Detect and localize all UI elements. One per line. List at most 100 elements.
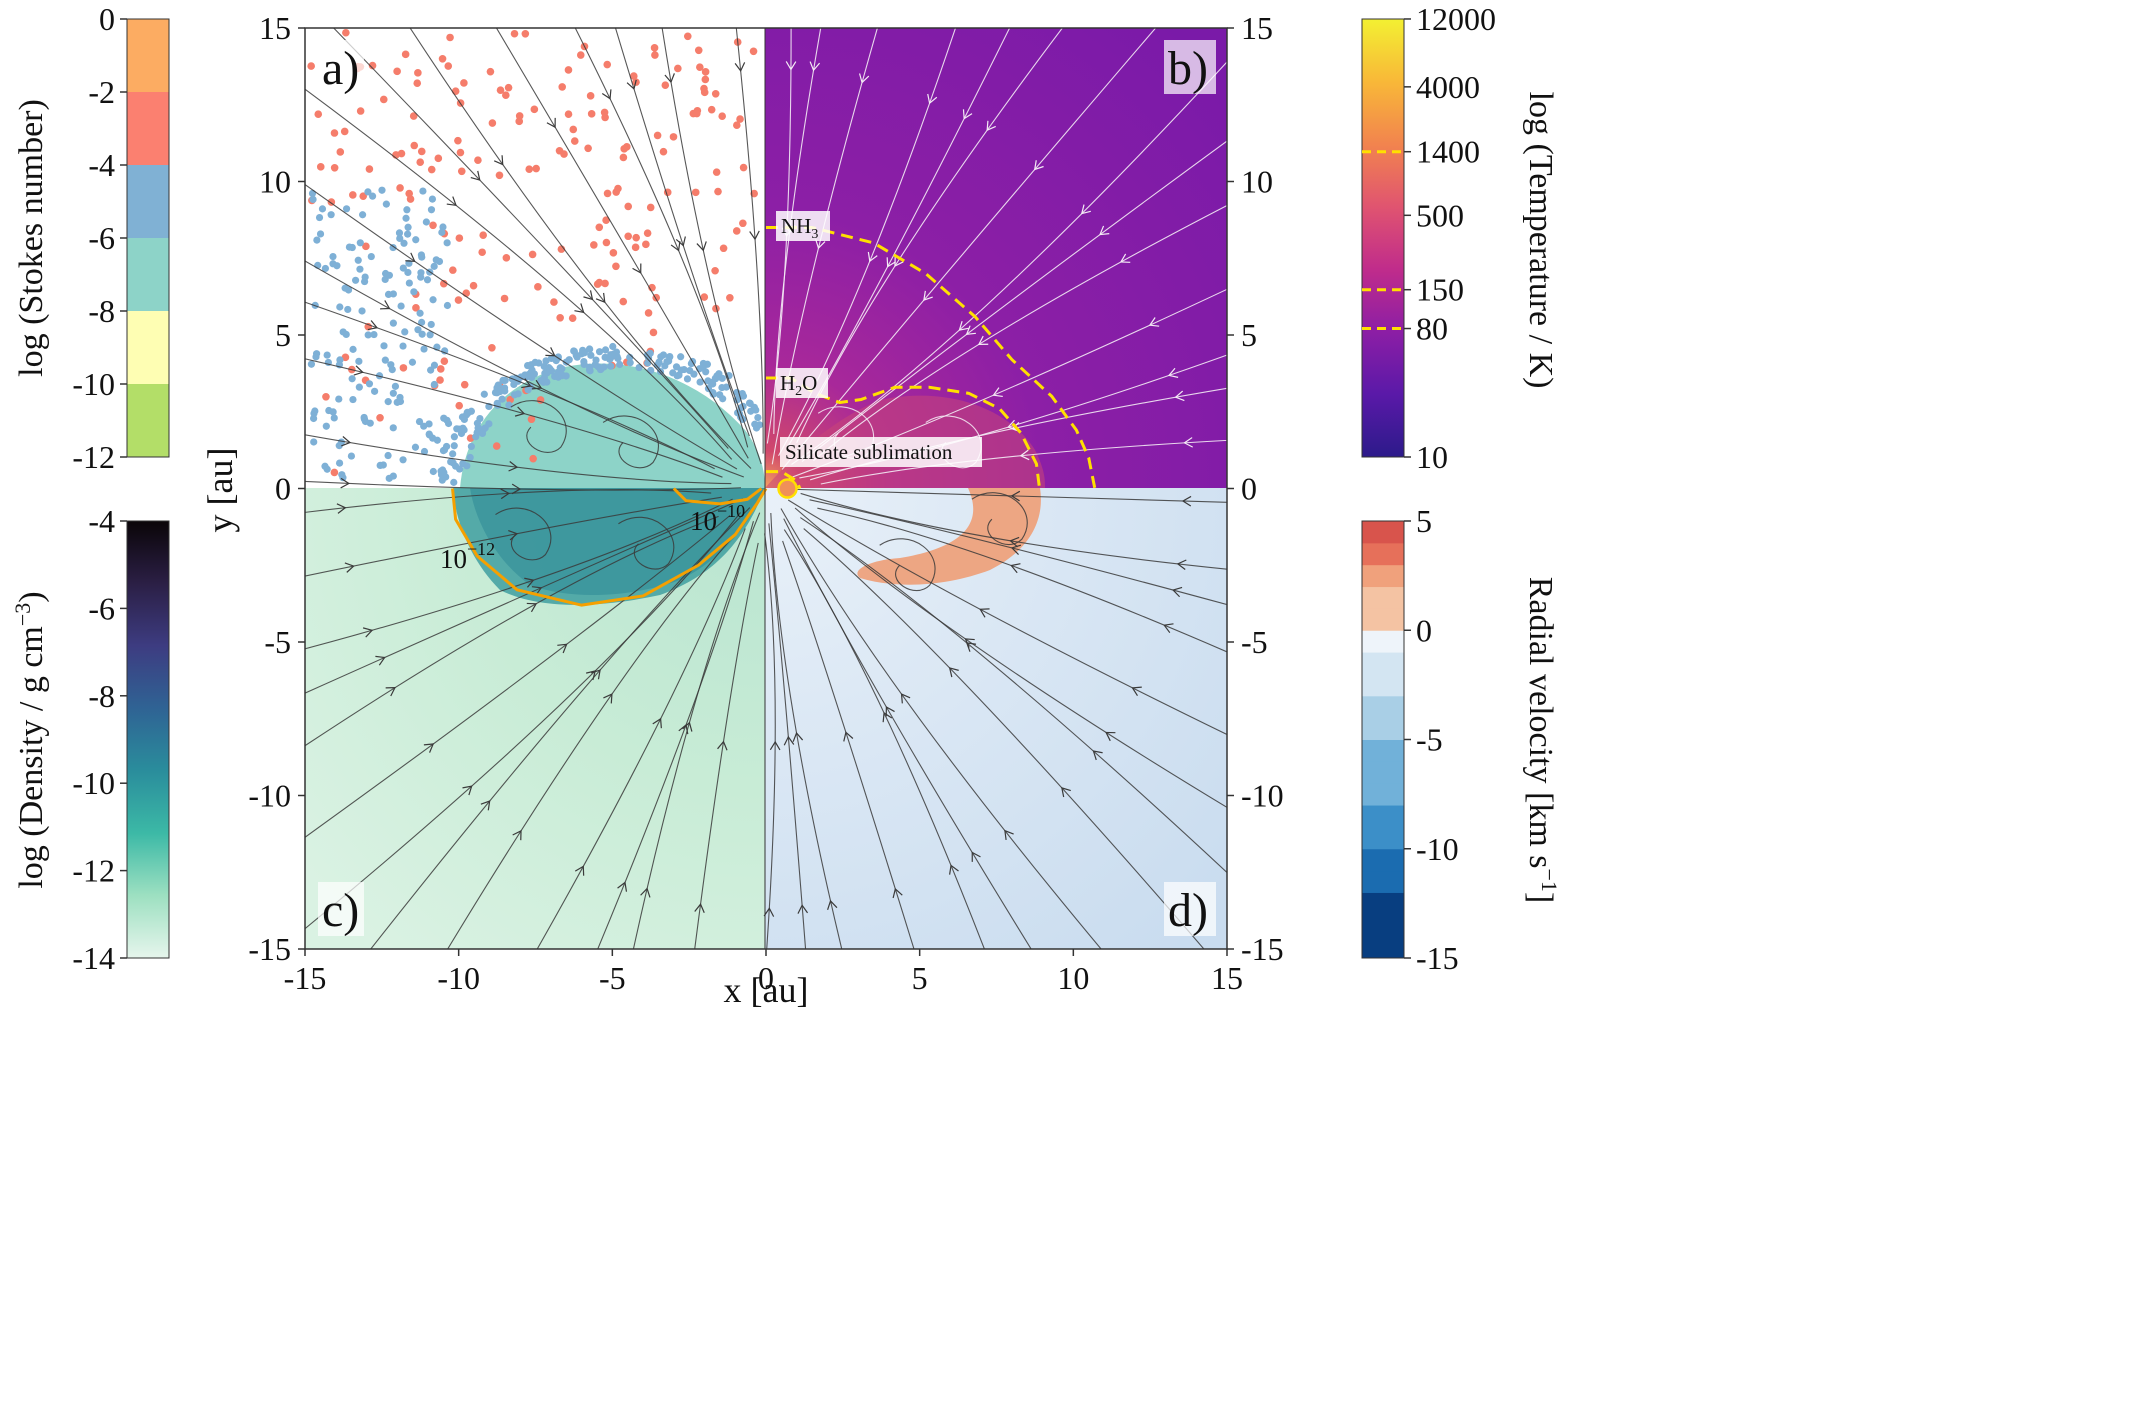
streamline-arrow <box>1092 750 1103 761</box>
streamline-arrow <box>1019 449 1030 461</box>
dust-particle-red <box>719 244 728 253</box>
dust-particle-blue <box>451 462 460 470</box>
dust-particle-blue <box>389 472 397 480</box>
dust-particle-red <box>341 353 350 362</box>
dust-particle-red <box>502 254 511 262</box>
y-tick-label-right: -10 <box>1241 778 1284 814</box>
dust-particle-blue <box>402 214 410 222</box>
dust-particle-red <box>500 294 509 303</box>
dust-particle-red <box>460 380 469 389</box>
streamline-arrow <box>948 667 959 678</box>
streamline-arrow <box>557 643 568 654</box>
dust-particle-red <box>576 51 585 59</box>
streamline-arrow <box>380 300 391 310</box>
dust-particle-red <box>739 219 747 228</box>
dust-particle-blue <box>718 383 726 392</box>
dust-particle-red <box>474 156 482 165</box>
dust-particle-blue <box>432 256 440 264</box>
panel-d-label: d) <box>1168 884 1208 937</box>
streamline-arrow <box>336 503 347 514</box>
streamline-arrow <box>977 335 989 345</box>
streamline-arrow <box>1171 586 1183 598</box>
dust-particle-red <box>601 279 609 288</box>
streamline-arrow <box>785 61 797 71</box>
dust-particle-blue <box>540 362 548 371</box>
dust-particle-red <box>646 203 655 212</box>
contour-label-high: 10−10 <box>690 501 745 536</box>
dust-particle-red <box>718 112 726 121</box>
dust-particle-blue <box>539 378 548 386</box>
dust-particle-red <box>651 51 659 59</box>
dust-particle-red <box>712 168 721 176</box>
dust-particle-blue <box>355 383 363 391</box>
panel-c-label: c) <box>322 884 359 937</box>
dust-particle-blue <box>322 422 330 430</box>
density-colorbar-bar <box>126 520 170 959</box>
dust-particle-blue <box>587 351 595 359</box>
dust-particle-red <box>307 62 315 70</box>
streamline-arrow <box>971 851 981 862</box>
dust-particle-blue <box>429 467 437 476</box>
velocity-colorbar-bin <box>1362 673 1404 697</box>
dust-particle-blue <box>325 406 333 415</box>
streamline-arrow <box>595 292 606 304</box>
streamline <box>305 515 719 747</box>
dust-particle-red <box>593 280 602 288</box>
streamline-arrow <box>1163 623 1174 634</box>
panel-b-label: b) <box>1168 42 1208 95</box>
dust-particle-blue <box>616 360 624 369</box>
x-tick-label: -15 <box>284 960 327 996</box>
dust-particle-blue <box>387 361 395 369</box>
streamline-arrow <box>574 303 585 314</box>
dust-particle-blue <box>368 192 377 200</box>
stokes-colorbar-bin <box>127 165 169 238</box>
streamline <box>801 140 1227 462</box>
streamline-arrow <box>894 256 904 267</box>
streamline-arrow <box>632 263 642 274</box>
dust-particle-blue <box>614 354 622 363</box>
streamline-arrow <box>962 109 973 120</box>
streamline-arrow <box>1010 490 1021 502</box>
dust-particle-red <box>439 279 448 288</box>
dust-particle-blue <box>428 195 437 203</box>
dust-particle-blue <box>423 276 432 284</box>
dust-particle-blue <box>348 375 356 383</box>
streamline-arrow <box>1167 367 1179 378</box>
streamline-arrow <box>979 608 990 618</box>
velocity-colorbar-bin <box>1362 739 1404 762</box>
dust-particle-blue <box>449 450 457 458</box>
streamline <box>632 512 761 949</box>
dust-particle-blue <box>355 357 363 365</box>
dust-particle-blue <box>528 366 536 374</box>
streamline-arrow <box>1105 731 1116 742</box>
dust-particle-blue <box>579 346 587 354</box>
dust-particle-red <box>602 216 610 225</box>
streamline-swirl <box>879 538 936 592</box>
streamline <box>305 496 722 577</box>
dust-particle-blue <box>686 366 694 375</box>
dust-particle-red <box>502 91 510 99</box>
dust-particle-red <box>525 165 534 174</box>
dust-particle-blue <box>666 353 674 361</box>
dust-particle-red <box>496 86 505 94</box>
streamline-arrow <box>493 155 504 166</box>
streamline-arrow <box>858 73 870 84</box>
dust-particle-blue <box>415 417 424 426</box>
dust-particle-red <box>649 328 658 337</box>
dust-particle-blue <box>450 478 458 486</box>
dust-particle-red <box>393 67 401 76</box>
velocity-colorbar-bin <box>1362 717 1404 740</box>
dust-particle-blue <box>356 239 364 247</box>
streamline-arrow <box>526 602 538 613</box>
streamline-arrow <box>1010 563 1021 574</box>
dust-particle-blue <box>418 318 426 326</box>
dust-particle-red <box>659 147 668 156</box>
dust-particle-red <box>711 266 719 275</box>
dust-particle-blue <box>498 395 506 403</box>
streamline <box>813 204 1227 462</box>
silicate-label-box <box>780 437 982 467</box>
h2o-label-box <box>776 368 828 398</box>
dust-particle-red <box>460 79 468 87</box>
dust-particle-blue <box>481 424 489 432</box>
dust-particle-blue <box>381 356 389 364</box>
